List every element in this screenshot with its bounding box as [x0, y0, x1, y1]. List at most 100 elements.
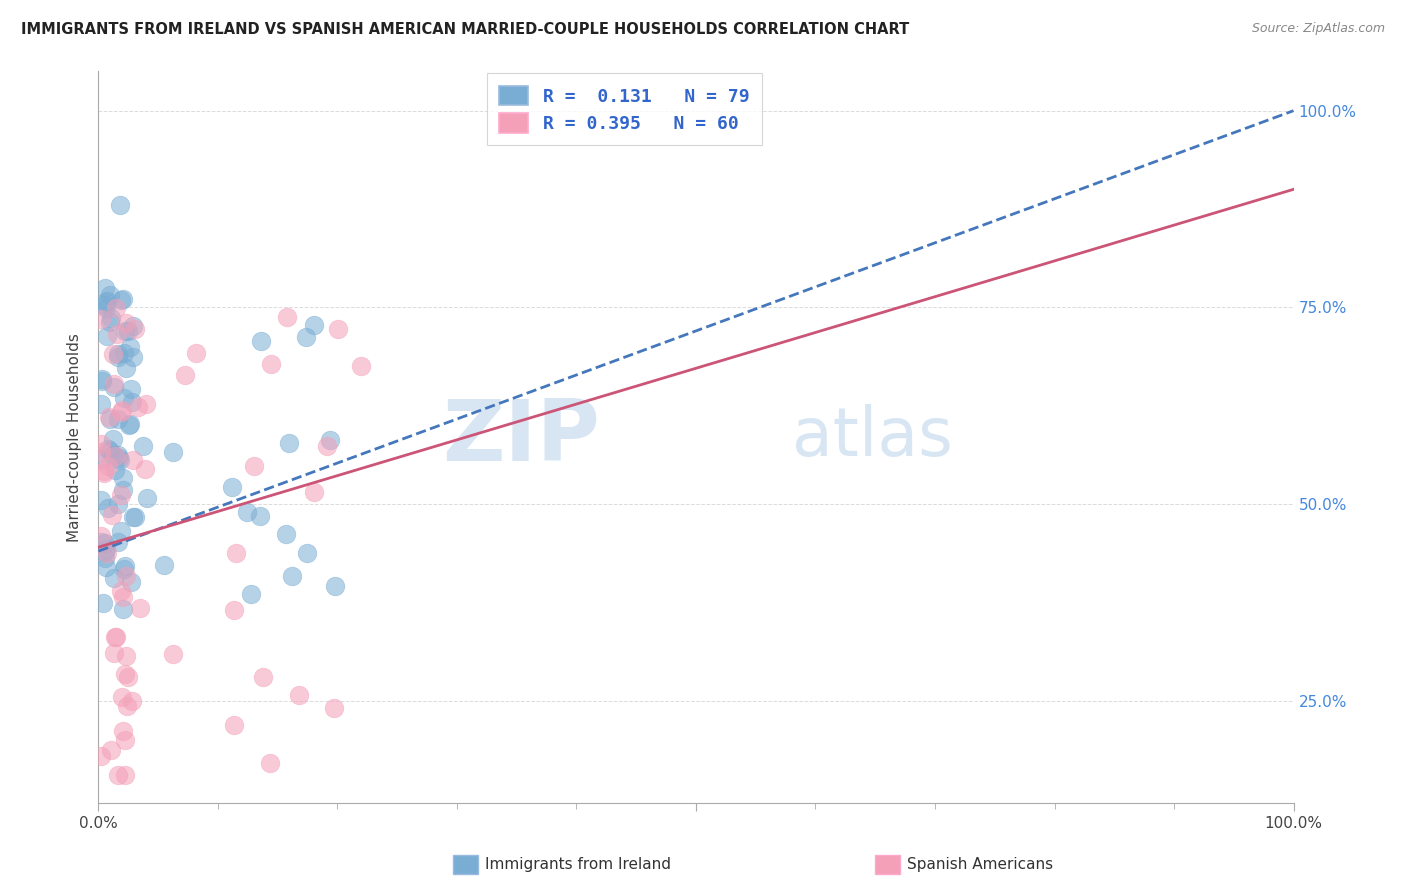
- Point: [276, 310, 298, 324]
- Point: [96, 294, 118, 309]
- Point: [107, 450, 129, 465]
- Point: [117, 670, 139, 684]
- Point: [114, 667, 136, 681]
- Point: [97, 500, 120, 515]
- Point: [110, 524, 132, 538]
- Point: [111, 723, 134, 738]
- Point: [100, 311, 122, 326]
- Point: [350, 359, 373, 374]
- Point: [132, 439, 155, 453]
- Point: [90, 748, 112, 763]
- Point: [110, 690, 132, 704]
- Point: [295, 329, 318, 343]
- Point: [90, 437, 112, 451]
- Point: [124, 510, 146, 524]
- Point: [124, 322, 146, 336]
- Point: [103, 571, 125, 585]
- Point: [110, 402, 132, 417]
- Point: [90, 529, 112, 543]
- Point: [105, 327, 128, 342]
- Point: [250, 334, 273, 349]
- Point: [94, 536, 117, 550]
- Point: [107, 347, 129, 361]
- Text: IMMIGRANTS FROM IRELAND VS SPANISH AMERICAN MARRIED-COUPLE HOUSEHOLDS CORRELATIO: IMMIGRANTS FROM IRELAND VS SPANISH AMERI…: [21, 22, 910, 37]
- Point: [122, 350, 145, 364]
- Point: [184, 345, 207, 359]
- Point: [108, 452, 131, 467]
- Point: [224, 718, 246, 732]
- Point: [94, 545, 117, 559]
- Point: [129, 601, 152, 615]
- Point: [94, 281, 117, 295]
- Point: [103, 646, 125, 660]
- Point: [90, 492, 112, 507]
- Point: [96, 328, 118, 343]
- Point: [135, 397, 157, 411]
- Point: [319, 433, 342, 447]
- Point: [114, 768, 136, 782]
- Text: Source: ZipAtlas.com: Source: ZipAtlas.com: [1251, 22, 1385, 36]
- Point: [110, 488, 132, 502]
- Point: [239, 587, 262, 601]
- Point: [101, 432, 124, 446]
- Point: [97, 459, 120, 474]
- Point: [114, 562, 136, 576]
- Point: [118, 417, 141, 432]
- Point: [111, 471, 134, 485]
- Point: [107, 498, 129, 512]
- Point: [104, 463, 127, 477]
- Point: [120, 574, 142, 589]
- Point: [224, 603, 246, 617]
- Point: [302, 484, 325, 499]
- Point: [328, 322, 350, 336]
- Point: [110, 584, 132, 599]
- Point: [134, 462, 156, 476]
- Point: [112, 602, 135, 616]
- Point: [93, 466, 115, 480]
- Point: [280, 568, 302, 582]
- Point: [121, 509, 143, 524]
- Point: [98, 288, 121, 302]
- Point: [127, 401, 149, 415]
- Point: [115, 317, 138, 331]
- Legend: R =  0.131   N = 79, R = 0.395   N = 60: R = 0.131 N = 79, R = 0.395 N = 60: [486, 73, 762, 145]
- Point: [101, 508, 124, 523]
- Point: [315, 439, 337, 453]
- Point: [93, 464, 115, 478]
- Point: [98, 444, 121, 458]
- Point: [249, 508, 271, 523]
- Point: [115, 648, 138, 663]
- Point: [100, 743, 122, 757]
- Point: [173, 368, 195, 382]
- Point: [98, 314, 121, 328]
- Point: [94, 294, 117, 309]
- Point: [107, 351, 129, 365]
- Point: [98, 409, 121, 424]
- Point: [105, 301, 128, 315]
- Point: [162, 445, 184, 459]
- Point: [96, 545, 118, 559]
- Point: [107, 412, 129, 426]
- Point: [110, 405, 132, 419]
- Point: [94, 298, 117, 312]
- Point: [90, 397, 112, 411]
- Point: [136, 491, 159, 506]
- Point: [121, 395, 143, 409]
- Point: [323, 579, 346, 593]
- Point: [97, 442, 120, 456]
- Point: [90, 535, 112, 549]
- Point: [153, 558, 176, 572]
- Point: [104, 630, 127, 644]
- Point: [91, 372, 114, 386]
- Text: atlas: atlas: [792, 404, 952, 470]
- Text: ZIP: ZIP: [443, 395, 600, 479]
- Point: [162, 648, 184, 662]
- Point: [115, 569, 138, 583]
- Point: [107, 448, 129, 462]
- Point: [112, 392, 135, 406]
- Point: [101, 448, 124, 462]
- Point: [288, 688, 311, 702]
- Point: [114, 559, 136, 574]
- Point: [103, 347, 125, 361]
- Point: [278, 435, 301, 450]
